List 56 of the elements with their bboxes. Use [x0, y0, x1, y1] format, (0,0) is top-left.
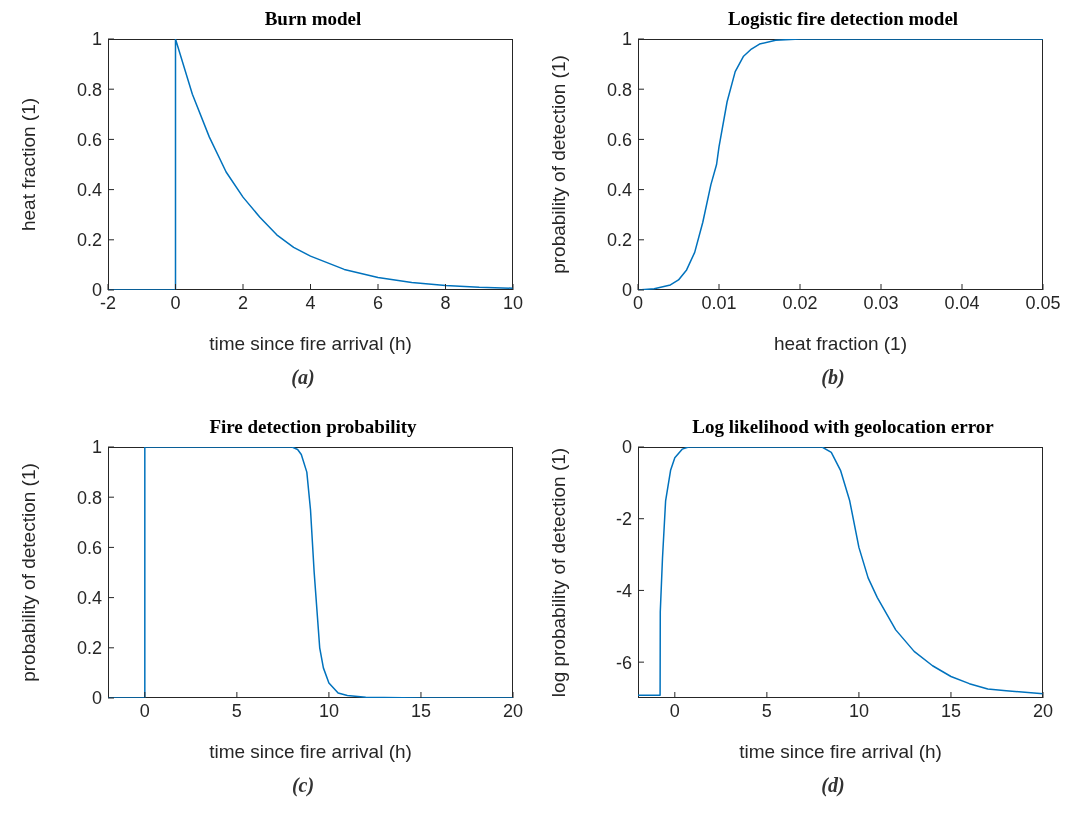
- x-tick-label: 0: [139, 700, 150, 721]
- y-tick-label: 0: [621, 437, 632, 458]
- y-tick-label: 1: [621, 29, 632, 50]
- chart-title: Logistic fire detection model: [726, 8, 960, 30]
- y-tick-label: 1: [91, 437, 102, 458]
- y-tick-label: 0.2: [76, 230, 102, 251]
- x-tick-label: 0: [669, 700, 680, 721]
- text: (b): [820, 366, 846, 389]
- y-tick-label: -4: [615, 580, 632, 601]
- x-axis-title: time since fire arrival (h): [739, 741, 942, 762]
- y-tick-label: 0.8: [76, 487, 102, 508]
- x-tick-label: 10: [848, 700, 869, 721]
- x-tick-label: 5: [231, 700, 242, 721]
- x-tick-label: 0: [170, 292, 181, 313]
- y-tick-label: 0.2: [76, 638, 102, 659]
- y-axis-title: log probability of detection (1): [547, 447, 569, 698]
- y-tick-label: 0.4: [606, 179, 632, 200]
- x-tick-label: 10: [502, 292, 524, 313]
- x-tick-label: 0.05: [1025, 292, 1061, 313]
- x-tick-label: 10: [318, 700, 339, 721]
- x-tick-label: 8: [440, 292, 451, 313]
- y-tick-label: 1: [91, 29, 102, 50]
- y-tick-label: 0.4: [76, 179, 102, 200]
- x-tick-label: 20: [502, 700, 524, 721]
- text: (c): [290, 774, 316, 797]
- x-tick-label: 15: [940, 700, 961, 721]
- x-tick-label: 15: [410, 700, 431, 721]
- x-axis-title: heat fraction (1): [773, 333, 908, 354]
- y-tick-label: -2: [615, 509, 632, 530]
- y-tick-label: -6: [615, 652, 632, 673]
- y-tick-label: 0.8: [606, 79, 632, 100]
- y-tick-label: 0.4: [76, 587, 102, 608]
- y-tick-label: 0.6: [606, 129, 632, 150]
- y-tick-label: 0.6: [76, 129, 102, 150]
- x-tick-label: 0.02: [782, 292, 818, 313]
- text: (d): [820, 774, 846, 797]
- chart-title: Log likelihood with geolocation error: [691, 416, 995, 438]
- chart-title: Burn model: [263, 8, 363, 30]
- x-tick-label: 0.04: [944, 292, 980, 313]
- x-tick-label: 0.01: [701, 292, 737, 313]
- text: (a): [290, 366, 316, 389]
- x-tick-label: 20: [1032, 700, 1054, 721]
- y-axis-title: heat fraction (1): [17, 97, 39, 232]
- y-tick-label: 0.2: [606, 230, 632, 251]
- chart-title: Fire detection probability: [208, 416, 418, 438]
- x-axis-title: time since fire arrival (h): [209, 333, 412, 354]
- x-axis-title: time since fire arrival (h): [209, 741, 412, 762]
- y-axis-title: probability of detection (1): [17, 463, 39, 682]
- x-tick-label: 6: [372, 292, 384, 313]
- y-axis-title: probability of detection (1): [547, 55, 569, 274]
- y-tick-label: 0.8: [76, 79, 102, 100]
- x-tick-label: 0.03: [863, 292, 899, 313]
- x-tick-label: 4: [305, 292, 316, 313]
- y-tick-label: 0.6: [76, 537, 102, 558]
- x-tick-label: 5: [761, 700, 772, 721]
- x-tick-label: 2: [237, 292, 249, 313]
